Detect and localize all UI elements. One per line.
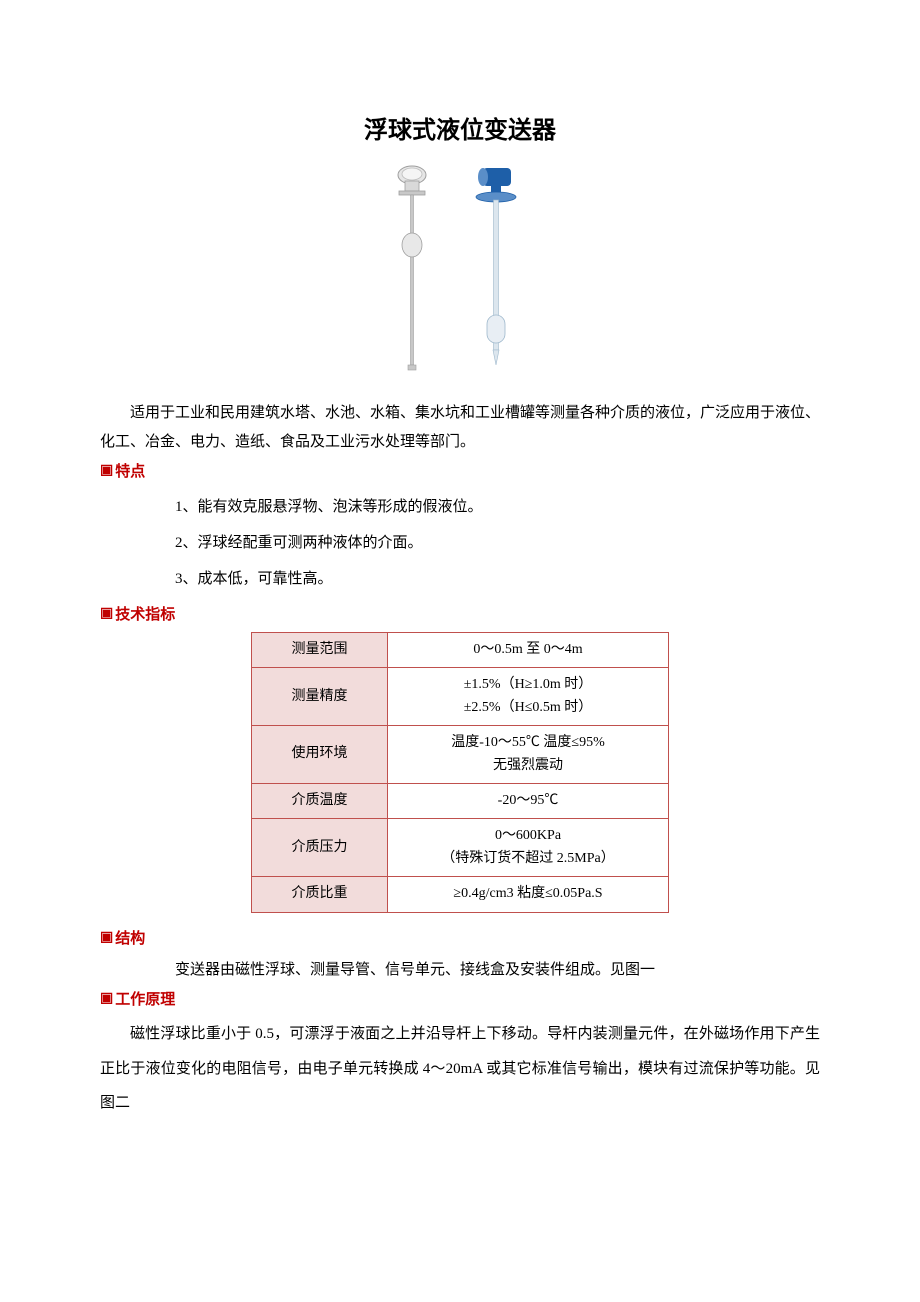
product-image-left xyxy=(395,165,445,375)
spec-value: 0～0.5m 至 0～4m xyxy=(388,633,669,668)
spec-value: 温度-10～55℃ 温度≤95%无强烈震动 xyxy=(388,726,669,784)
table-row: 测量精度±1.5%（H≥1.0m 时）±2.5%（H≤0.5m 时） xyxy=(252,668,669,726)
list-item: 2、浮球经配重可测两种液体的介面。 xyxy=(130,525,820,561)
table-row: 使用环境温度-10～55℃ 温度≤95%无强烈震动 xyxy=(252,726,669,784)
spec-table: 测量范围0～0.5m 至 0～4m测量精度±1.5%（H≥1.0m 时）±2.5… xyxy=(251,632,669,913)
table-row: 介质比重≥0.4g/cm3 粘度≤0.05Pa.S xyxy=(252,877,669,912)
table-row: 介质温度-20～95℃ xyxy=(252,783,669,818)
page-title: 浮球式液位变送器 xyxy=(100,110,820,145)
structure-paragraph: 变送器由磁性浮球、测量导管、信号单元、接线盒及安装件组成。见图一 xyxy=(100,956,820,985)
product-image-right xyxy=(465,165,525,375)
section-header-specs: ▣ 技术指标 xyxy=(100,603,820,624)
spec-label: 介质温度 xyxy=(252,783,388,818)
section-header-principle: ▣ 工作原理 xyxy=(100,988,820,1009)
section-header-structure: ▣ 结构 xyxy=(100,927,820,948)
list-item: 3、成本低，可靠性高。 xyxy=(130,561,820,597)
principle-paragraph: 磁性浮球比重小于 0.5，可漂浮于液面之上并沿导杆上下移动。导杆内装测量元件，在… xyxy=(100,1017,820,1121)
spec-value: ≥0.4g/cm3 粘度≤0.05Pa.S xyxy=(388,877,669,912)
spec-label: 介质压力 xyxy=(252,819,388,877)
spec-label: 测量范围 xyxy=(252,633,388,668)
table-row: 测量范围0～0.5m 至 0～4m xyxy=(252,633,669,668)
spec-value: 0～600KPa（特殊订货不超过 2.5MPa） xyxy=(388,819,669,877)
section-title-features: 特点 xyxy=(115,460,145,481)
section-header-features: ▣ 特点 xyxy=(100,460,820,481)
page: 浮球式液位变送器 xyxy=(0,0,920,1302)
table-row: 介质压力0～600KPa（特殊订货不超过 2.5MPa） xyxy=(252,819,669,877)
section-marker-icon: ▣ xyxy=(100,990,113,1007)
spec-label: 测量精度 xyxy=(252,668,388,726)
section-title-structure: 结构 xyxy=(115,927,145,948)
feature-list: 1、能有效克服悬浮物、泡沫等形成的假液位。 2、浮球经配重可测两种液体的介面。 … xyxy=(100,489,820,597)
section-marker-icon: ▣ xyxy=(100,929,113,946)
section-marker-icon: ▣ xyxy=(100,462,113,479)
section-title-principle: 工作原理 xyxy=(115,988,175,1009)
section-marker-icon: ▣ xyxy=(100,605,113,622)
list-item: 1、能有效克服悬浮物、泡沫等形成的假液位。 xyxy=(130,489,820,525)
product-image-row xyxy=(100,165,820,375)
spec-label: 使用环境 xyxy=(252,726,388,784)
spec-value: -20～95℃ xyxy=(388,783,669,818)
spec-value: ±1.5%（H≥1.0m 时）±2.5%（H≤0.5m 时） xyxy=(388,668,669,726)
spec-label: 介质比重 xyxy=(252,877,388,912)
intro-paragraph: 适用于工业和民用建筑水塔、水池、水箱、集水坑和工业槽罐等测量各种介质的液位，广泛… xyxy=(100,399,820,456)
section-title-specs: 技术指标 xyxy=(115,603,175,624)
